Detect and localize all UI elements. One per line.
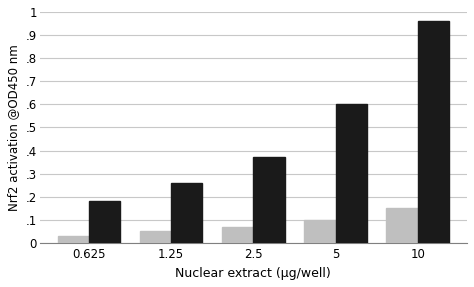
Bar xyxy=(304,220,336,243)
Bar xyxy=(58,236,89,243)
X-axis label: Nuclear extract (μg/well): Nuclear extract (μg/well) xyxy=(175,267,331,280)
Bar xyxy=(418,21,449,243)
Bar xyxy=(140,231,171,243)
Y-axis label: Nrf2 activation @OD450 nm: Nrf2 activation @OD450 nm xyxy=(7,44,20,211)
Bar xyxy=(336,104,367,243)
Bar xyxy=(253,158,284,243)
Bar xyxy=(222,227,253,243)
Bar xyxy=(89,201,120,243)
Bar xyxy=(171,183,202,243)
Bar xyxy=(386,208,418,243)
